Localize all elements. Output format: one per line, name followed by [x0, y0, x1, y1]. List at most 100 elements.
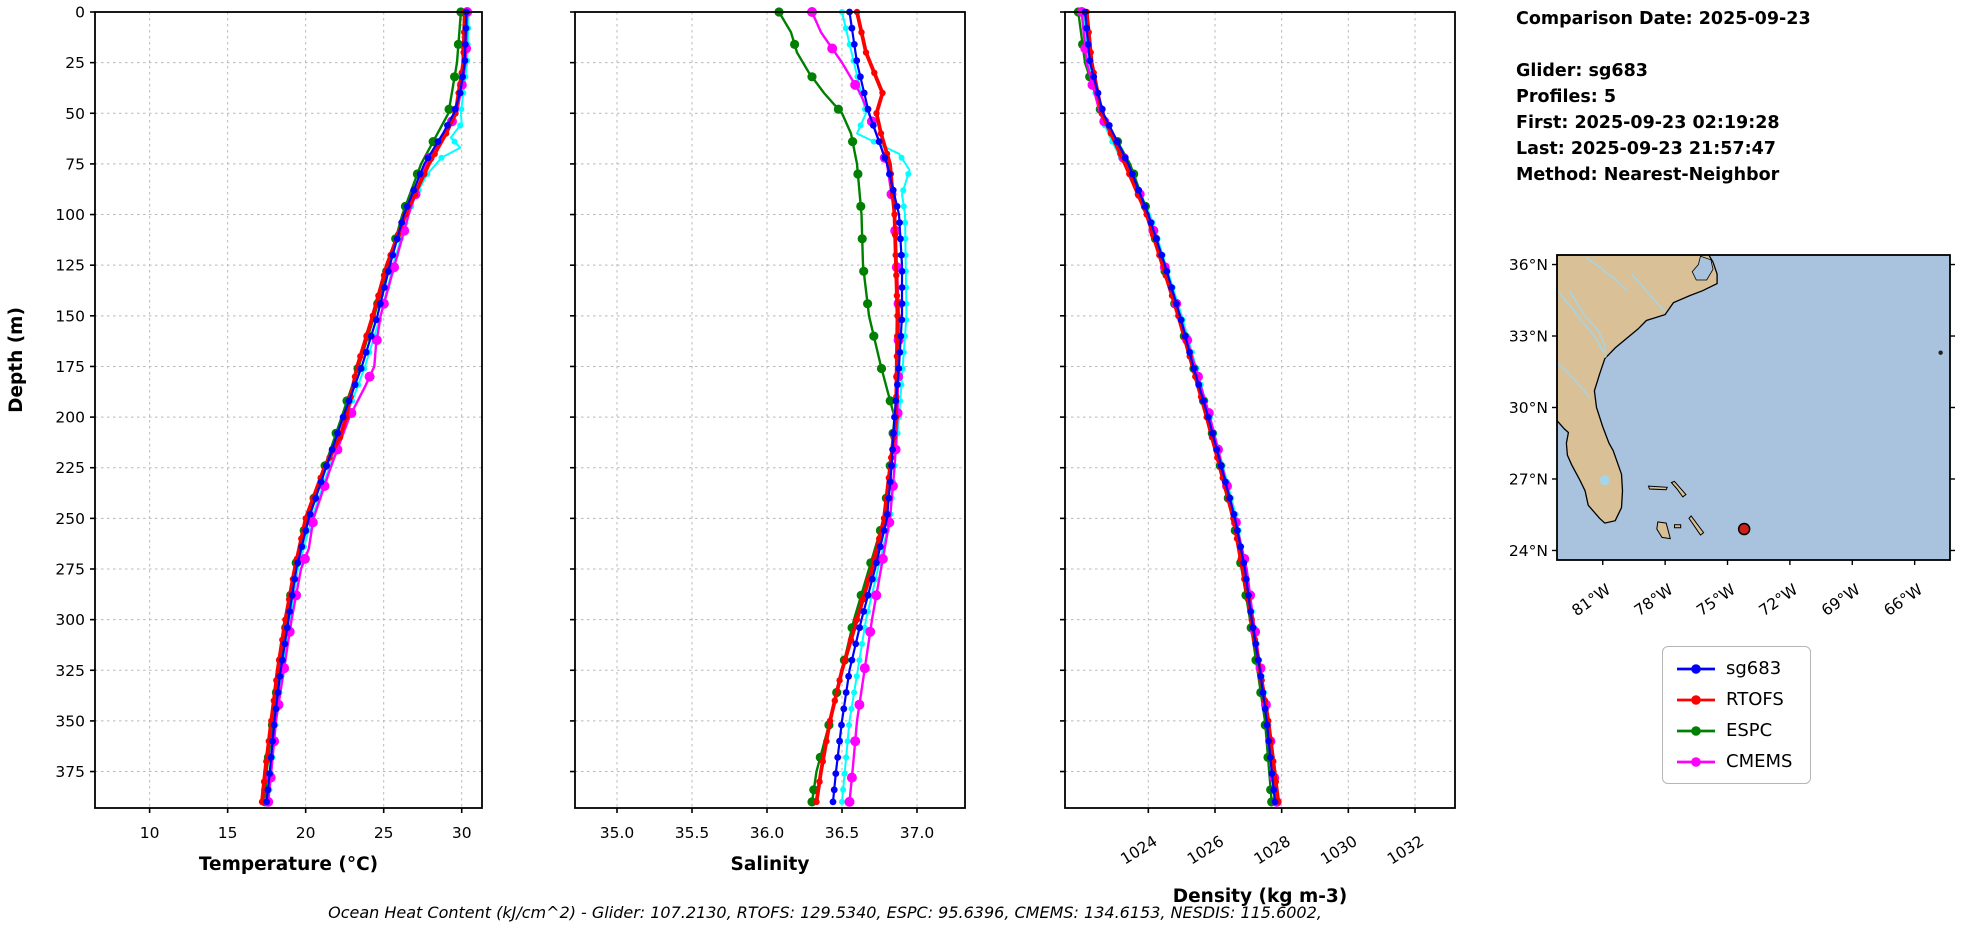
series-marker-sg683 [1135, 186, 1143, 194]
series-marker-sg683 [274, 689, 282, 696]
series-marker-RTOFS [841, 656, 849, 664]
lon-tick-label: 75°W [1693, 581, 1738, 620]
series-marker-RTOFS [263, 758, 270, 765]
series-marker-sg683 [857, 73, 864, 81]
series-marker-sg683 [270, 721, 278, 729]
series-marker-sg683 [880, 527, 888, 534]
axes-box [94, 11, 483, 809]
series-marker-RTOFS [816, 778, 823, 785]
series-marker-sg683 [873, 559, 880, 567]
series-marker-ESPC [833, 104, 843, 114]
series-line-ESPC [263, 11, 463, 802]
series-marker-CMEMS [859, 663, 870, 674]
series-marker-sg683 [377, 300, 384, 308]
series-marker-ESPC [848, 137, 858, 147]
y-tick-label: 350 [55, 712, 85, 730]
series-line-sg683 [1083, 11, 1277, 803]
series-marker-RTOFS [891, 231, 899, 238]
series-marker-sg683 [876, 543, 884, 551]
series-marker-profiles [848, 705, 855, 712]
series-marker-profiles [905, 171, 912, 177]
lat-tick-label: 24°N [1509, 542, 1548, 560]
series-marker-sg683 [868, 575, 876, 583]
series-marker-RTOFS [847, 636, 855, 644]
series-marker-ESPC [869, 331, 879, 341]
x-tick-label: 35.5 [675, 824, 710, 842]
river [1568, 290, 1607, 358]
series-marker-CMEMS [854, 699, 865, 710]
series-marker-sg683 [1200, 397, 1207, 405]
island [1647, 485, 1668, 491]
series-marker-sg683 [444, 122, 451, 129]
x-tick-label: 20 [296, 824, 316, 842]
series-marker-sg683 [266, 770, 273, 777]
y-tick-label: 175 [55, 358, 85, 376]
series-marker-sg683 [869, 122, 877, 129]
series-marker-RTOFS [853, 616, 861, 623]
temperature-profile-chart: 10 15 20 25 30025507510012515017520022525027… [6, 4, 483, 875]
series-marker-sg683 [367, 332, 375, 340]
series-marker-sg683 [898, 316, 906, 324]
series-marker-sg683 [1245, 591, 1252, 599]
series-marker-RTOFS [258, 798, 266, 806]
series-marker-sg683 [895, 365, 903, 372]
series-marker-sg683 [403, 203, 411, 210]
x-tick-label: 36.0 [750, 824, 785, 842]
series-marker-sg683 [462, 24, 470, 32]
series-marker-sg683 [283, 624, 291, 632]
series-line-RTOFS [260, 11, 467, 803]
series-marker-sg683 [884, 510, 891, 518]
series-marker-sg683 [312, 494, 320, 502]
series-marker-sg683 [267, 754, 275, 761]
lat-tick-label: 30°N [1509, 399, 1548, 417]
series-marker-sg683 [1237, 543, 1244, 551]
series-marker-sg683 [1213, 446, 1221, 453]
series-marker-profiles [841, 770, 848, 777]
series-marker-sg683 [842, 689, 850, 696]
series-marker-RTOFS [1272, 778, 1279, 785]
series-marker-RTOFS [823, 738, 830, 745]
river [1556, 361, 1591, 399]
series-marker-CMEMS [871, 590, 882, 601]
x-tick-label: 30 [452, 824, 472, 842]
series-marker-sg683 [456, 89, 464, 97]
series-marker-sg683 [881, 154, 889, 162]
series-marker-sg683 [1240, 559, 1248, 567]
series-marker-sg683 [1158, 251, 1166, 259]
y-tick-label: 375 [55, 763, 85, 781]
x-tick-label: 15 [218, 824, 238, 842]
info-spacer [1516, 32, 1811, 58]
y-tick-label: 150 [55, 307, 85, 325]
series-marker-sg683 [850, 41, 858, 48]
y-tick-label: 50 [65, 105, 85, 123]
lon-tick-label: 72°W [1756, 581, 1801, 620]
series-marker-profiles [842, 25, 849, 32]
series-marker-sg683 [1266, 754, 1274, 761]
series-marker-sg683 [845, 672, 852, 680]
glider-name-text: Glider: sg683 [1516, 61, 1648, 81]
series-marker-RTOFS [871, 69, 878, 77]
series-marker-ESPC [453, 39, 463, 50]
series-marker-sg683 [1168, 284, 1175, 291]
series-marker-sg683 [1181, 332, 1189, 340]
series-marker-RTOFS [826, 717, 834, 725]
glider-position-marker [1737, 522, 1751, 536]
y-tick-label: 325 [55, 662, 85, 680]
series-marker-sg683 [345, 397, 353, 405]
lat-tick-label: 27°N [1509, 470, 1548, 488]
legend-label: sg683 [1726, 658, 1782, 679]
series-marker-sg683 [1090, 73, 1098, 81]
series-line-ESPC [777, 11, 896, 803]
series-marker-sg683 [832, 770, 840, 777]
series-marker-sg683 [276, 672, 284, 680]
x-tick-label: 1028 [1251, 832, 1294, 868]
series-marker-sg683 [886, 478, 894, 486]
series-marker-sg683 [385, 267, 392, 275]
series-line-RTOFS [1084, 11, 1281, 803]
series-marker-sg683 [281, 640, 289, 648]
island [1670, 480, 1687, 498]
series-marker-sg683 [288, 591, 296, 599]
series-marker-RTOFS [892, 251, 899, 259]
series-marker-sg683 [424, 154, 432, 162]
series-marker-RTOFS [431, 150, 438, 157]
